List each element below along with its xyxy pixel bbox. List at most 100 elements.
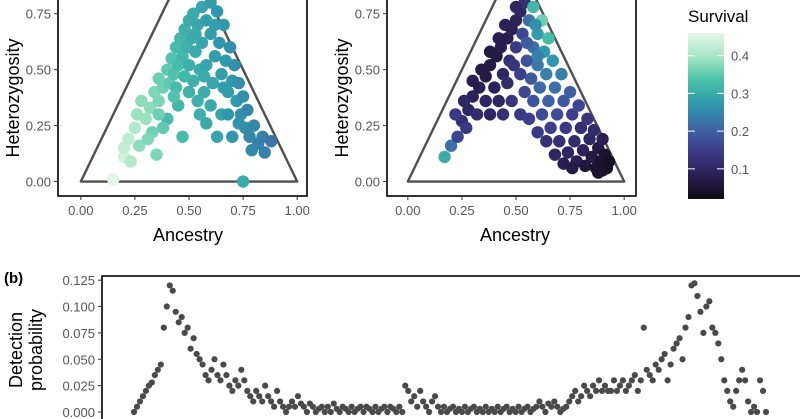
triangle-boundary bbox=[79, 0, 299, 183]
data-point bbox=[208, 18, 222, 32]
data-point bbox=[518, 85, 531, 99]
data-point bbox=[458, 408, 466, 416]
data-point bbox=[182, 58, 196, 72]
data-point bbox=[569, 393, 576, 400]
data-point bbox=[691, 280, 698, 287]
y-tick-label: 0.125 bbox=[62, 273, 95, 288]
data-point bbox=[431, 393, 439, 400]
x-tick-label: 0.00 bbox=[395, 203, 420, 218]
panel-a-left: 0.00 0.25 0.50 0.75 1.00 0.00 0.25 0.50 0.75 Anc… bbox=[3, 0, 310, 245]
data-point bbox=[709, 324, 716, 331]
panel-b-frame bbox=[101, 275, 800, 419]
data-point bbox=[596, 132, 609, 146]
data-point bbox=[492, 94, 505, 108]
data-point bbox=[247, 393, 254, 400]
data-point bbox=[563, 403, 570, 410]
data-point bbox=[555, 67, 568, 81]
y-tick-label: 0.00 bbox=[355, 175, 380, 190]
data-point bbox=[208, 366, 215, 373]
y-tick-label: 0.25 bbox=[26, 119, 51, 134]
data-point bbox=[141, 132, 155, 146]
data-point bbox=[557, 94, 570, 108]
y-tick-label: 0.075 bbox=[62, 326, 95, 341]
data-point bbox=[232, 377, 239, 384]
data-point bbox=[640, 324, 647, 331]
data-point bbox=[527, 94, 540, 108]
data-point bbox=[515, 403, 522, 410]
data-point bbox=[294, 393, 302, 400]
data-point bbox=[563, 85, 577, 99]
data-point bbox=[491, 408, 498, 416]
data-point bbox=[514, 67, 527, 81]
data-point bbox=[150, 148, 163, 161]
x-tick-label: 1.00 bbox=[612, 203, 637, 218]
data-point bbox=[189, 27, 202, 41]
data-point bbox=[529, 18, 542, 32]
data-point bbox=[634, 387, 641, 395]
data-point bbox=[196, 356, 203, 363]
data-point bbox=[128, 121, 142, 135]
data-point bbox=[706, 298, 713, 305]
data-point bbox=[236, 90, 250, 103]
data-point bbox=[682, 324, 689, 331]
data-point bbox=[503, 403, 510, 410]
data-point bbox=[444, 139, 458, 152]
data-point bbox=[498, 18, 512, 32]
y-tick-label: 0.000 bbox=[62, 405, 95, 419]
data-point bbox=[505, 94, 518, 108]
data-point bbox=[494, 403, 501, 410]
data-point bbox=[191, 94, 204, 108]
data-point bbox=[652, 361, 659, 368]
data-point bbox=[221, 108, 235, 121]
data-point bbox=[172, 308, 179, 315]
data-point bbox=[581, 382, 588, 389]
data-point bbox=[616, 382, 624, 389]
data-point bbox=[598, 387, 606, 395]
data-point bbox=[492, 32, 505, 45]
x-tick-label: 0.25 bbox=[122, 203, 147, 218]
data-point bbox=[664, 377, 671, 384]
data-point bbox=[300, 403, 308, 410]
data-point bbox=[214, 371, 221, 379]
data-point bbox=[232, 76, 245, 90]
data-point bbox=[451, 130, 464, 143]
data-point bbox=[189, 45, 202, 58]
data-point bbox=[460, 121, 473, 135]
data-point bbox=[548, 81, 562, 94]
data-point bbox=[602, 155, 616, 168]
data-point bbox=[226, 382, 233, 389]
data-point bbox=[551, 398, 558, 405]
data-point bbox=[232, 117, 245, 130]
data-point bbox=[587, 123, 601, 137]
data-point bbox=[166, 282, 173, 289]
data-point bbox=[575, 398, 582, 405]
data-point bbox=[167, 90, 181, 103]
data-point bbox=[210, 130, 224, 143]
x-tick-label: 0.50 bbox=[176, 203, 201, 218]
data-point bbox=[236, 175, 250, 188]
data-point bbox=[213, 36, 226, 49]
data-point bbox=[438, 150, 451, 164]
data-point bbox=[676, 335, 683, 342]
data-point bbox=[531, 50, 544, 63]
data-point bbox=[258, 146, 271, 159]
data-point bbox=[542, 32, 555, 45]
data-point bbox=[336, 408, 343, 416]
data-point bbox=[649, 377, 656, 384]
data-point bbox=[208, 50, 222, 63]
data-point bbox=[139, 393, 147, 400]
data-point bbox=[393, 408, 400, 416]
data-point bbox=[156, 121, 170, 135]
y-axis-title-line2: probability bbox=[26, 309, 46, 391]
data-point bbox=[540, 67, 553, 81]
data-point bbox=[238, 366, 245, 373]
data-point bbox=[712, 329, 719, 336]
data-point bbox=[750, 403, 758, 410]
data-point bbox=[544, 121, 557, 135]
data-point bbox=[568, 135, 581, 148]
data-point bbox=[139, 112, 152, 126]
panel-b-plot bbox=[130, 280, 770, 416]
data-point bbox=[262, 382, 269, 389]
data-point bbox=[733, 387, 740, 395]
